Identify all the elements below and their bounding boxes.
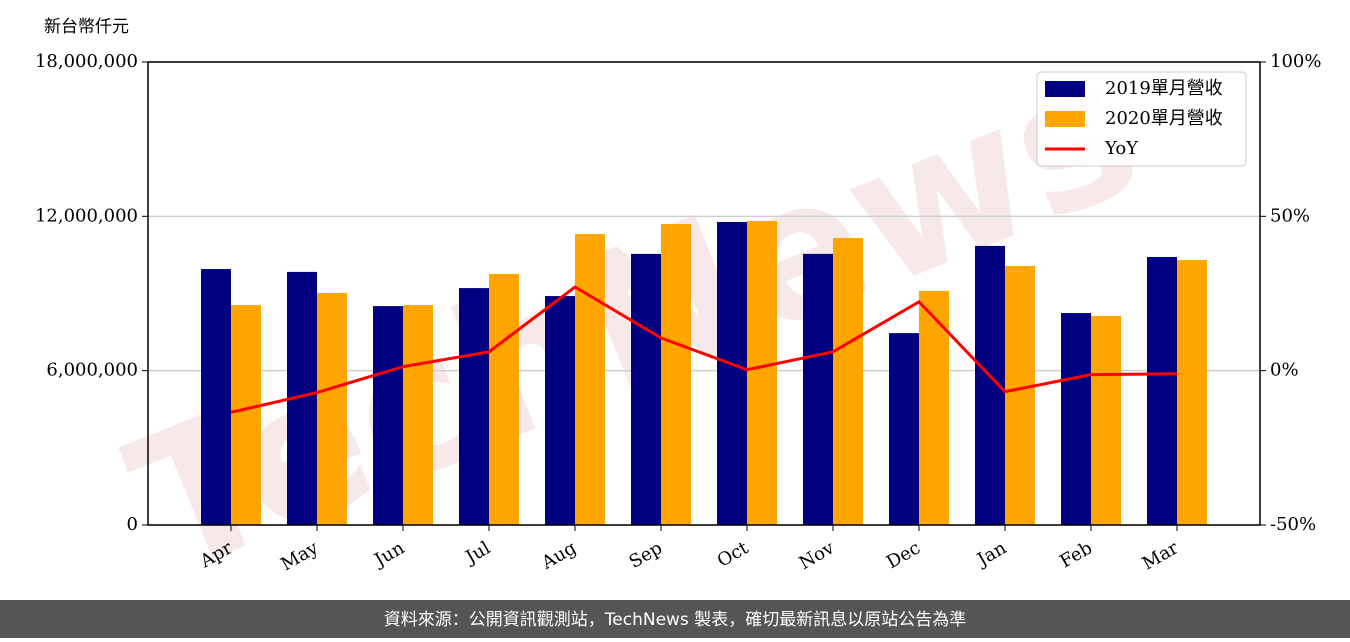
legend-label: 2020單月營收 xyxy=(1105,108,1223,129)
bar xyxy=(1177,260,1207,525)
x-tick-label: Jan xyxy=(972,537,1010,571)
x-tick-label: Dec xyxy=(883,537,924,573)
bar xyxy=(201,269,231,525)
bar xyxy=(317,292,347,525)
bar xyxy=(575,234,605,525)
bar xyxy=(717,221,747,525)
bar xyxy=(803,253,833,526)
y-tick-label: 12,000,000 xyxy=(35,205,138,226)
x-tick-label: Feb xyxy=(1056,537,1096,572)
bar xyxy=(631,253,661,526)
legend-label: 2019單月營收 xyxy=(1105,78,1223,99)
y-tick-label: 6,000,000 xyxy=(46,360,138,381)
bar xyxy=(833,237,863,525)
bar xyxy=(489,273,519,525)
bar xyxy=(661,224,691,526)
y-axis-label: 新台幣仟元 xyxy=(44,17,129,37)
source-note: 資料來源：公開資訊觀測站，TechNews 製表，確切最新訊息以原站公告為準 xyxy=(384,610,966,630)
x-tick-label: Jun xyxy=(369,537,408,572)
bar xyxy=(919,290,949,525)
x-tick-label: Aug xyxy=(537,537,580,574)
y2-tick-label: 0% xyxy=(1270,360,1299,381)
x-tick-label: Nov xyxy=(796,537,839,574)
legend-swatch xyxy=(1045,111,1085,127)
legend-label: YoY xyxy=(1104,138,1139,159)
bar xyxy=(889,333,919,525)
bar xyxy=(231,305,261,525)
x-tick-label: Oct xyxy=(714,537,753,572)
legend-box xyxy=(1036,71,1247,167)
y2-tick-label: -50% xyxy=(1270,514,1316,535)
bar xyxy=(403,305,433,525)
plot-frame xyxy=(147,61,1261,526)
bar xyxy=(373,306,403,525)
bar xyxy=(459,288,489,525)
bar xyxy=(545,296,575,525)
y-tick-label: 0 xyxy=(127,514,138,535)
bar xyxy=(1005,265,1035,525)
line-series xyxy=(230,285,1178,414)
footer xyxy=(0,600,1350,638)
bar xyxy=(1061,313,1091,525)
y2-tick-label: 100% xyxy=(1270,51,1321,72)
y-tick-label: 18,000,000 xyxy=(35,51,138,72)
x-tick-label: Sep xyxy=(626,537,666,572)
y2-tick-label: 50% xyxy=(1270,205,1310,226)
x-tick-label: Jul xyxy=(460,537,494,569)
bar xyxy=(747,220,777,526)
bar xyxy=(1147,256,1177,525)
bar xyxy=(1091,315,1121,525)
legend-swatch xyxy=(1045,81,1085,97)
x-tick-label: Mar xyxy=(1139,537,1183,574)
